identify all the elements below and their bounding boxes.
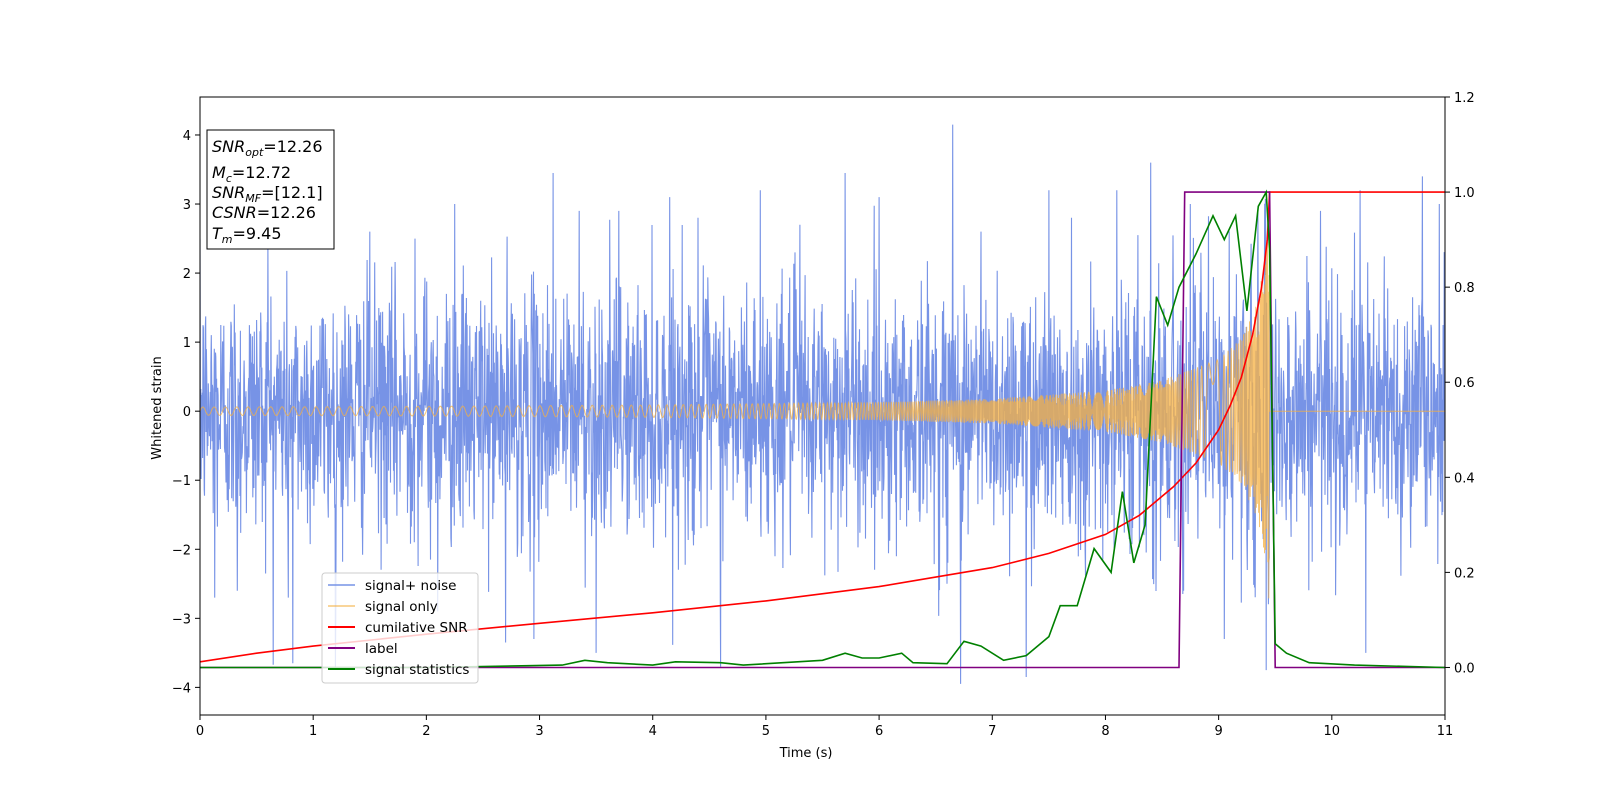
- annotation-csnr: CSNR=12.26: [212, 203, 316, 222]
- x-tick-label: 2: [422, 724, 430, 739]
- annotation-value: =9.45: [233, 224, 282, 243]
- legend-signal-statistics-text: signal statistics: [365, 662, 469, 678]
- x-tick-label: 9: [1214, 724, 1222, 739]
- y-left-tick-label: 4: [183, 129, 191, 144]
- y-right-tick-label: 0.6: [1454, 376, 1475, 391]
- annotation-symbol: T: [212, 224, 223, 243]
- axes-frame: [199, 96, 1446, 716]
- series-signal-statistics: [200, 189, 1445, 669]
- y-left-tick-label: −1: [172, 474, 191, 489]
- y-left-tick-label: 3: [183, 198, 191, 213]
- y-right-tick-label: 0.8: [1454, 281, 1475, 296]
- y-left-tick-label: −2: [172, 543, 191, 558]
- x-tick-label: 10: [1324, 724, 1341, 739]
- legend-signal-noise-text: signal+ noise: [365, 578, 456, 594]
- annotation-symbol: CSNR: [212, 203, 257, 222]
- series-label: [200, 191, 1445, 669]
- annotation-value: =12.72: [232, 163, 291, 182]
- annotation-snr-opt: SNRopt=12.26: [212, 137, 323, 159]
- series-signal-only: [200, 241, 1445, 599]
- legend-label-text: label: [365, 641, 398, 657]
- x-tick-label: 4: [649, 724, 657, 739]
- y-left-tick-label: 2: [183, 267, 191, 282]
- legend-frame: [321, 572, 479, 684]
- y-left-tick-label: −3: [172, 612, 191, 627]
- y-right-tick-label: 1.2: [1454, 91, 1475, 106]
- annotation-value: =12.26: [257, 203, 316, 222]
- x-tick-label: 6: [875, 724, 883, 739]
- y-right-tick-label: 0.2: [1454, 566, 1475, 581]
- legend: signal+ noise signal only cumilative SNR la…: [321, 572, 479, 684]
- y-left-tick-label: 0: [183, 405, 191, 420]
- annotation-subscript: opt: [245, 146, 264, 159]
- legend-cumulative-snr-text: cumilative SNR: [365, 620, 468, 636]
- y-right-tick-label: 0.4: [1454, 471, 1475, 486]
- annotation-symbol: SNR: [212, 137, 245, 156]
- annotation-mc: Mc=12.72: [212, 163, 291, 185]
- annotation-value: =[12.1]: [261, 183, 323, 202]
- legend-signal-only-text: signal only: [365, 599, 438, 615]
- y-left-tick-label: −4: [172, 681, 191, 696]
- series-cumulative-snr: [200, 191, 1445, 663]
- annotation-subscript: c: [226, 172, 232, 185]
- annotation-frame: [206, 129, 335, 250]
- annotation-symbol: SNR: [212, 183, 245, 202]
- y-left-tick-label: 1: [183, 336, 191, 351]
- x-tick-label: 11: [1437, 724, 1454, 739]
- x-axis-label: Time (s): [779, 746, 833, 761]
- y-right-tick-label: 1.0: [1454, 186, 1475, 201]
- x-tick-label: 5: [762, 724, 770, 739]
- x-tick-label: 8: [1101, 724, 1109, 739]
- annotation-subscript: m: [222, 233, 233, 246]
- tick-layer: 0 1 2 3 4 5 6 7 8 9 10 11 −4 −3 −2 −1 0 1 2 3 4 0.0 0.2 0.4 0.6 0…: [172, 91, 1475, 739]
- annotation-tm: Tm=9.45: [212, 224, 282, 246]
- annotation-box: SNRopt=12.26Mc=12.72SNRMF=[12.1]CSNR=12.…: [206, 129, 335, 250]
- x-tick-label: 7: [988, 724, 996, 739]
- series-layer: [200, 124, 1445, 684]
- x-tick-label: 3: [535, 724, 543, 739]
- annotation-snr-mf: SNRMF=[12.1]: [212, 183, 323, 205]
- plot-frame: [199, 96, 1446, 716]
- y-axis-label: Whitened strain: [150, 356, 165, 459]
- x-tick-label: 1: [309, 724, 317, 739]
- annotation-symbol: M: [212, 163, 226, 182]
- y-right-tick-label: 0.0: [1454, 661, 1475, 676]
- annotation-value: =12.26: [263, 137, 322, 156]
- annotation-subscript: MF: [245, 192, 261, 205]
- plot-area: [200, 124, 1445, 684]
- x-tick-label: 0: [196, 724, 204, 739]
